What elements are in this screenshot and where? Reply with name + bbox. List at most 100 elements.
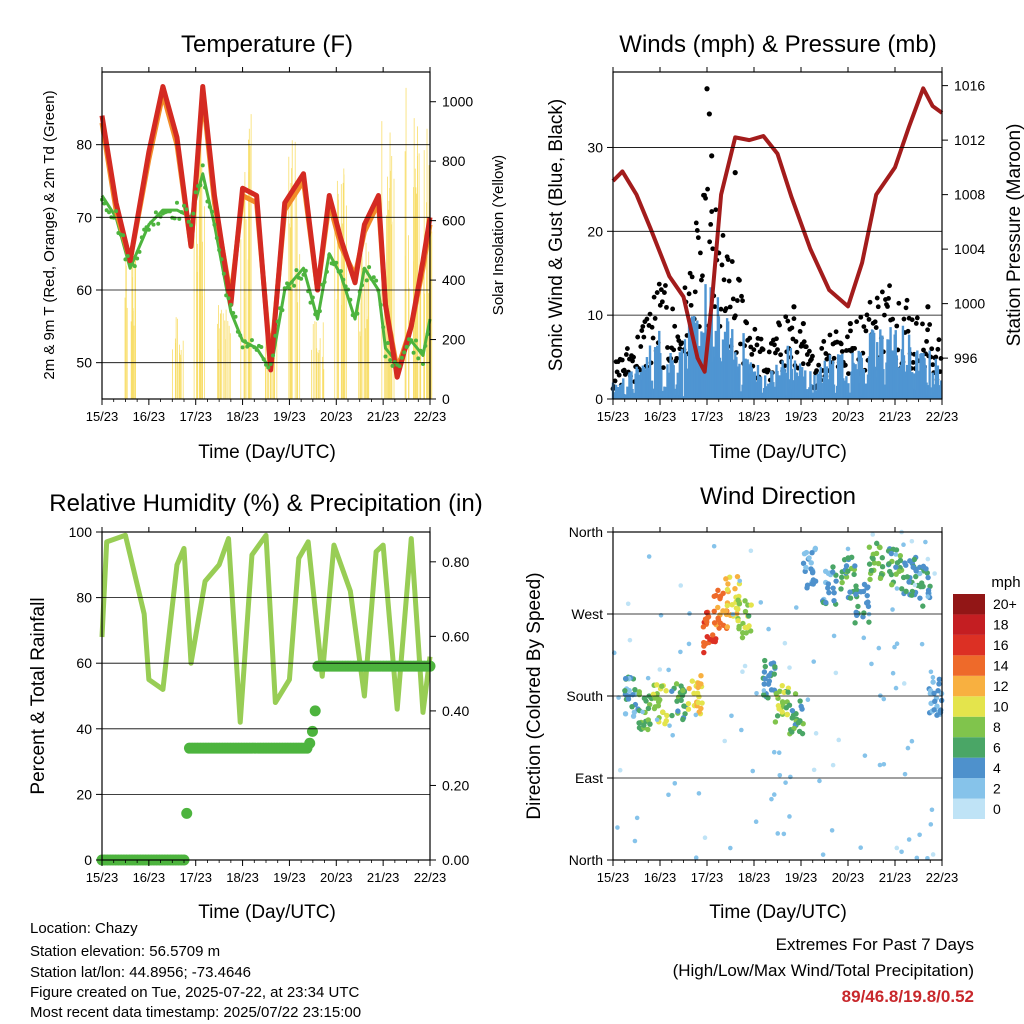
colorbar-swatch: [953, 614, 985, 635]
direction-point: [748, 602, 754, 608]
dewpoint-point: [153, 210, 158, 215]
gust-point: [662, 290, 667, 295]
gust-point: [772, 342, 777, 348]
extremes-subtitle: (High/Low/Max Wind/Total Precipitation): [672, 961, 974, 980]
dewpoint-point: [186, 219, 191, 224]
direction-point: [660, 709, 666, 715]
direction-point: [772, 664, 778, 670]
direction-point: [753, 819, 759, 824]
y-tick-label: North: [569, 852, 603, 868]
colorbar-label: 8: [993, 719, 1001, 735]
direction-point: [761, 681, 767, 687]
direction-point: [831, 633, 837, 639]
direction-point: [740, 669, 745, 675]
direction-point: [771, 671, 777, 677]
direction-point: [930, 679, 936, 685]
colorbar-swatch: [953, 655, 985, 676]
direction-point: [686, 685, 692, 692]
direction-point: [881, 761, 887, 767]
gust-point: [765, 367, 771, 373]
y-right-tick-label: 1016: [954, 78, 985, 94]
gust-point: [925, 304, 931, 310]
direction-point: [871, 560, 878, 566]
dewpoint-point: [294, 268, 299, 273]
direction-point: [678, 649, 683, 655]
gust-point: [873, 325, 879, 330]
colorbar-swatch: [953, 634, 985, 656]
direction-point: [679, 692, 686, 699]
direction-point: [830, 585, 836, 591]
direction-point: [779, 682, 785, 689]
x-tick-label: 17/23: [179, 870, 212, 885]
dewpoint-point: [275, 319, 280, 324]
x-tick-label: 22/23: [926, 409, 959, 424]
colorbar-label: 2: [993, 780, 1001, 796]
direction-point: [930, 675, 936, 680]
dewpoint-point: [360, 283, 365, 288]
direction-point: [666, 792, 671, 798]
direction-point: [717, 620, 723, 626]
direction-point: [781, 689, 787, 696]
x-tick-label: 20/23: [832, 870, 865, 885]
y-tick-label: 40: [76, 721, 92, 737]
direction-point: [685, 706, 692, 712]
direction-point: [651, 705, 658, 712]
y-tick-label: 70: [76, 209, 92, 225]
dewpoint-point: [125, 254, 130, 259]
direction-point: [853, 591, 859, 597]
dewpoint-point: [413, 338, 418, 343]
y-tick-label: 60: [76, 282, 92, 298]
dewpoint-point: [233, 314, 238, 319]
colorbar-title: mph: [991, 574, 1020, 591]
gust-point: [885, 304, 890, 309]
gust-point: [647, 311, 653, 317]
gust-point: [905, 328, 911, 334]
dewpoint-point: [198, 183, 203, 188]
gust-point: [791, 316, 797, 322]
direction-point: [654, 682, 660, 688]
y-tick-label: 0: [84, 852, 92, 868]
gust-point: [744, 320, 750, 326]
gust-point: [760, 347, 766, 352]
gust-point: [694, 228, 700, 233]
direction-point: [742, 598, 748, 604]
direction-point: [781, 831, 787, 837]
direction-point: [854, 612, 860, 618]
direction-point: [652, 695, 658, 701]
direction-point: [813, 731, 819, 736]
dewpoint-point: [292, 283, 297, 288]
direction-point: [929, 807, 935, 813]
gust-point: [936, 337, 942, 343]
direction-point: [680, 716, 686, 723]
direction-point: [798, 703, 804, 710]
direction-point: [766, 626, 771, 632]
dewpoint-point: [205, 199, 210, 204]
gust-point: [737, 277, 742, 283]
direction-point: [693, 855, 699, 861]
direction-point: [786, 702, 793, 708]
dewpoint-point: [212, 222, 217, 227]
gust-point: [709, 153, 715, 159]
direction-point: [803, 564, 809, 571]
direction-point: [675, 708, 681, 714]
gust-point: [854, 319, 860, 325]
dewpoint-point: [184, 207, 189, 212]
direction-point: [784, 711, 790, 718]
direction-point: [845, 546, 851, 552]
dewpoint-point: [310, 295, 315, 300]
precip-point: [306, 725, 318, 737]
pressure-ylabel-right: Station Pressure (Maroon): [1004, 124, 1024, 347]
y-tick-label: North: [569, 524, 603, 540]
direction-point: [777, 772, 783, 778]
direction-point: [893, 685, 899, 691]
direction-point: [715, 604, 721, 611]
direction-point: [666, 667, 671, 673]
direction-point: [622, 687, 628, 694]
direction-point: [838, 586, 844, 592]
direction-point: [890, 546, 896, 553]
direction-point: [809, 580, 815, 587]
direction-point: [724, 586, 731, 593]
gust-point: [692, 289, 698, 295]
gust-point: [810, 353, 815, 359]
